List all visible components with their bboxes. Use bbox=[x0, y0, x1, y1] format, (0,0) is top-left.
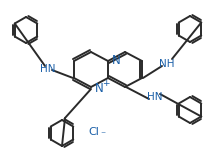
Text: +: + bbox=[102, 79, 110, 89]
Text: N: N bbox=[112, 54, 121, 67]
Text: Cl: Cl bbox=[88, 127, 99, 137]
Text: NH: NH bbox=[159, 59, 175, 69]
Text: ⁻: ⁻ bbox=[100, 130, 105, 140]
Text: HN: HN bbox=[40, 64, 56, 74]
Text: N: N bbox=[95, 81, 104, 95]
Text: HN: HN bbox=[147, 92, 163, 102]
